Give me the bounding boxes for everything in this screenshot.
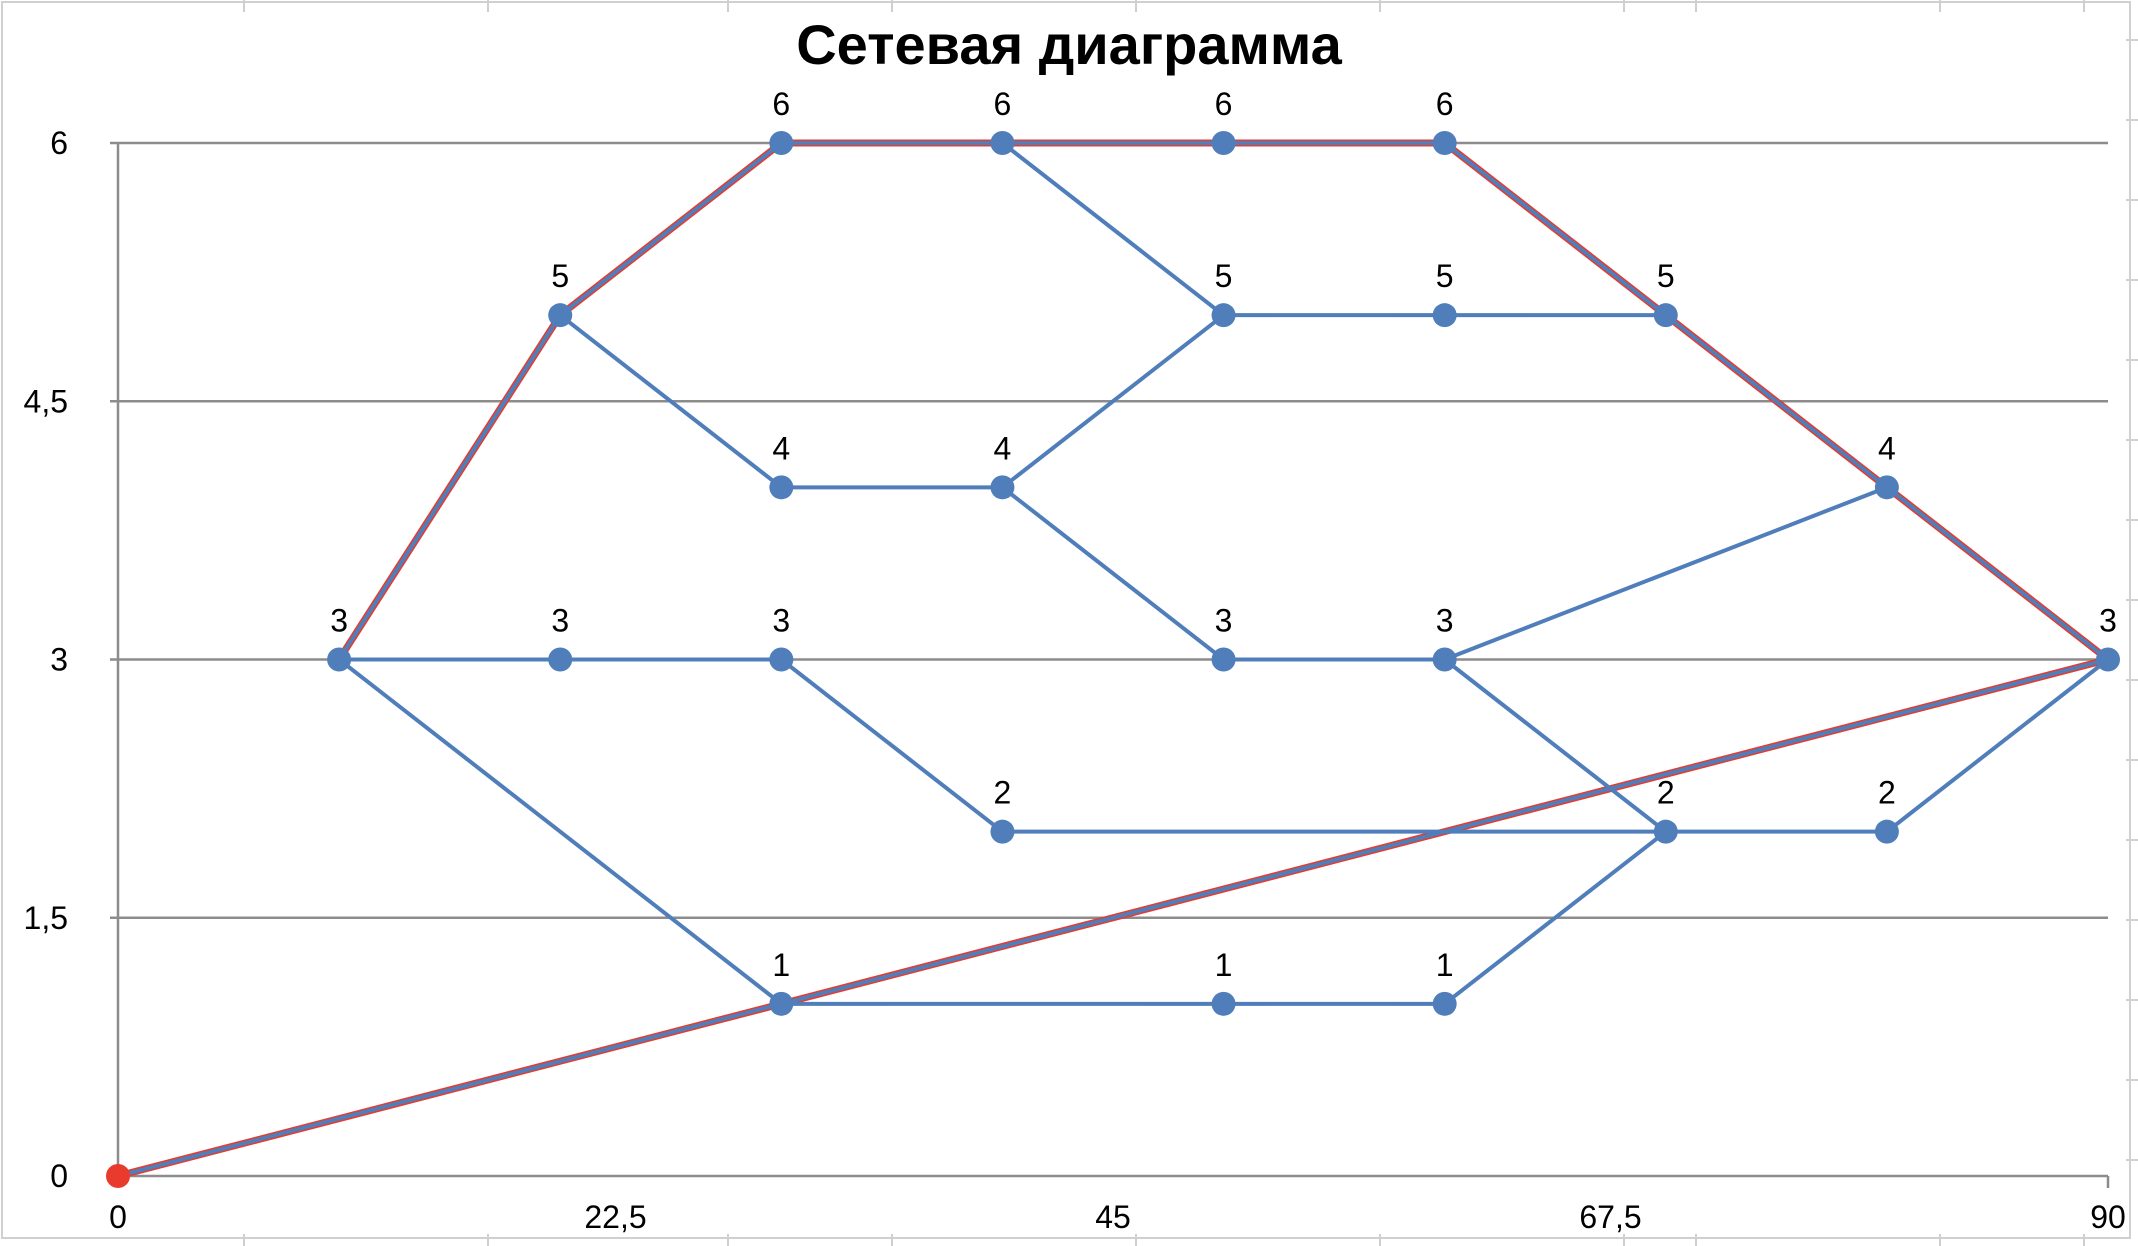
node-data-label: 3 <box>330 603 348 639</box>
node-data-label: 1 <box>772 947 790 983</box>
node-data-label: 3 <box>2099 603 2117 639</box>
x-tick-label: 45 <box>1095 1199 1131 1235</box>
node-point <box>1432 991 1457 1016</box>
x-tick-label: 0 <box>109 1199 127 1235</box>
node-point <box>548 647 573 672</box>
spreadsheet-cell-borders <box>243 0 2138 1246</box>
node-data-labels: 3 5 3 6 4 3 1 6 4 2 6 5 3 1 6 5 3 1 5 2 4 2 3 <box>330 86 2117 983</box>
node-data-label: 6 <box>1215 86 1233 122</box>
node-data-label: 4 <box>772 430 790 466</box>
node-data-label: 3 <box>551 603 569 639</box>
node-data-label: 5 <box>1215 258 1233 294</box>
node-data-label: 6 <box>772 86 790 122</box>
node-point <box>1211 303 1236 328</box>
axes <box>110 143 2110 1188</box>
network-edge <box>1000 485 1226 662</box>
network-edge <box>1442 829 1668 1006</box>
node-point <box>990 475 1015 500</box>
network-edge <box>1884 657 2110 834</box>
node-data-label: 4 <box>994 430 1012 466</box>
node-data-label: 5 <box>551 258 569 294</box>
x-axis-tick-labels: 0 22,5 45 67,5 90 <box>109 1199 2126 1235</box>
node-point <box>1211 647 1236 672</box>
y-tick-label: 4,5 <box>24 383 68 419</box>
node-point <box>769 131 794 155</box>
network-edge <box>1442 485 1889 662</box>
node-point <box>2096 647 2120 672</box>
node-data-label: 2 <box>994 775 1012 811</box>
node-data-label: 1 <box>1215 947 1233 983</box>
node-point <box>327 647 352 672</box>
node-data-label: 6 <box>994 86 1012 122</box>
node-point <box>769 647 794 672</box>
network-edge <box>558 313 784 490</box>
node-data-label: 3 <box>1215 603 1233 639</box>
network-edge <box>1000 313 1226 490</box>
network-edge <box>1000 141 1226 318</box>
network-edge <box>1442 141 1668 318</box>
y-tick-label: 3 <box>50 642 68 678</box>
node-data-label: 3 <box>1436 603 1454 639</box>
node-data-label: 2 <box>1878 775 1896 811</box>
network-edge <box>337 313 563 662</box>
network-edge <box>116 657 2110 1178</box>
node-point <box>1211 991 1236 1016</box>
node-data-label: 5 <box>1436 258 1454 294</box>
node-data-label: 2 <box>1657 775 1675 811</box>
x-tick-label: 22,5 <box>584 1199 646 1235</box>
network-edge <box>558 141 784 318</box>
node-point <box>1874 475 1899 500</box>
node-point <box>1432 647 1457 672</box>
node-data-label: 4 <box>1878 430 1896 466</box>
node-point <box>1211 131 1236 155</box>
node-data-label: 5 <box>1657 258 1675 294</box>
network-edge <box>1442 657 1668 834</box>
node-data-label: 6 <box>1436 86 1454 122</box>
start-node-point <box>106 1164 130 1188</box>
node-point <box>1653 303 1678 328</box>
x-tick-label: 67,5 <box>1579 1199 1641 1235</box>
x-tick-label: 90 <box>2090 1199 2126 1235</box>
network-edge <box>337 657 784 1006</box>
node-point <box>1653 819 1678 844</box>
node-point <box>1432 303 1457 328</box>
network-edge <box>1884 485 2110 662</box>
y-tick-label: 6 <box>50 125 68 161</box>
y-tick-label: 0 <box>50 1158 68 1194</box>
node-point <box>990 131 1015 155</box>
network-edge <box>1663 313 1889 490</box>
y-axis-tick-labels: 0 1,5 3 4,5 6 <box>24 125 68 1194</box>
horizontal-gridlines <box>110 141 2108 919</box>
chart-title: Сетевая диаграмма <box>796 13 1342 76</box>
node-point <box>548 303 573 328</box>
node-data-label: 3 <box>772 603 790 639</box>
node-point <box>990 819 1015 844</box>
y-tick-label: 1,5 <box>24 900 68 936</box>
network-edges <box>116 141 2110 1178</box>
network-edge <box>779 657 1005 834</box>
node-point <box>769 475 794 500</box>
node-point <box>1874 819 1899 844</box>
node-point <box>769 991 794 1016</box>
network-nodes <box>106 131 2120 1188</box>
node-data-label: 1 <box>1436 947 1454 983</box>
node-point <box>1432 131 1457 155</box>
